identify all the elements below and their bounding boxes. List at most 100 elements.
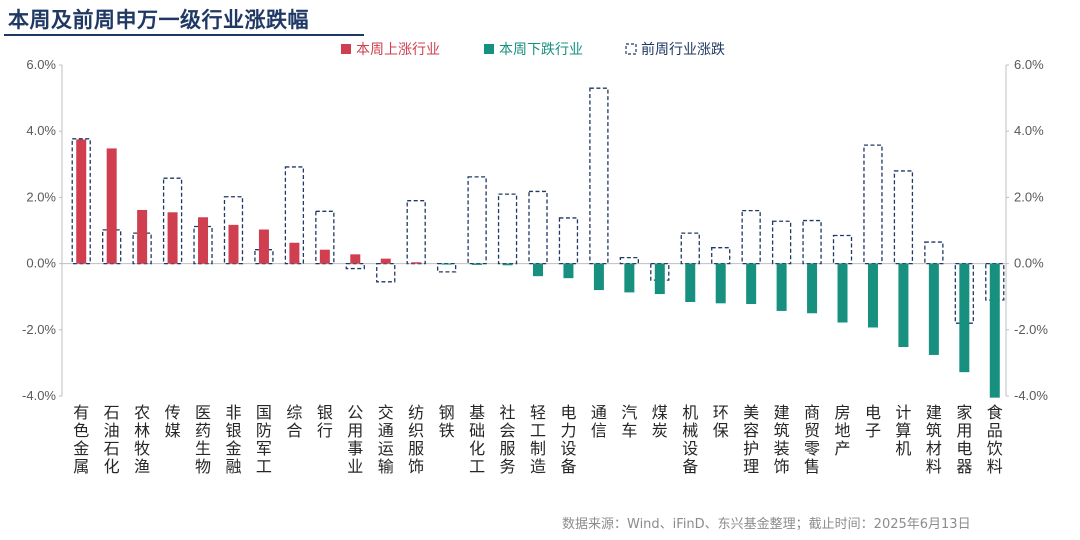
- axes-layer: -4.0% -4.0% -2.0% -2.0% 0.0% 0.0% 2.0% 2.0% 4.0%…: [22, 57, 1048, 403]
- category-label: 环保: [713, 403, 729, 440]
- prev-week-bar: [467, 176, 487, 265]
- this-week-bar: [837, 263, 848, 323]
- this-week-bar: [685, 263, 696, 302]
- this-week-bar: [502, 263, 513, 266]
- prev-week-bar: [863, 144, 883, 265]
- left-tick-label: 0.0%: [26, 256, 56, 271]
- this-week-bar: [441, 263, 452, 265]
- this-week-bar: [167, 212, 178, 264]
- this-week-bar: [289, 242, 300, 264]
- prev-week-bar: [711, 247, 731, 265]
- this-week-bar: [989, 263, 1000, 398]
- this-week-bar: [411, 262, 422, 264]
- category-label: 有色金属: [73, 403, 89, 476]
- legend-label-up: 本周上涨行业: [356, 42, 440, 58]
- category-label: 电子: [865, 403, 881, 440]
- prev-week-bar: [619, 256, 640, 265]
- prev-week-bar: [558, 217, 579, 265]
- prev-week-bar: [497, 193, 518, 265]
- legend-swatch-up: [341, 44, 351, 54]
- prev-week-bar: [406, 200, 426, 265]
- right-tick-label: 6.0%: [1014, 57, 1044, 72]
- source-note: 数据来源：Wind、iFinD、东兴基金整理；截止时间：2025年6月13日: [562, 517, 971, 532]
- left-tick-label: 6.0%: [26, 57, 56, 72]
- this-week-bar: [533, 263, 543, 277]
- this-week-bar: [319, 249, 330, 264]
- prev-week-bar: [436, 262, 457, 273]
- this-week-bar: [350, 254, 361, 264]
- category-label: 银行: [317, 403, 333, 440]
- this-week-bar: [776, 263, 787, 311]
- chart-title: 本周及前周申万一级行业涨跌幅: [8, 8, 309, 32]
- left-tick-label: -4.0%: [22, 388, 56, 403]
- category-label: 石油石化: [104, 403, 120, 476]
- legend-label-prev: 前周行业涨跌: [641, 41, 725, 58]
- category-label: 美容护理: [743, 403, 759, 476]
- category-label: 钢铁: [439, 403, 455, 440]
- this-week-bar: [106, 148, 117, 264]
- category-label: 交通运输: [378, 403, 394, 476]
- category-label: 公用事业: [347, 403, 363, 476]
- category-label: 汽车: [621, 403, 637, 440]
- category-label: 纺织服饰: [408, 403, 424, 476]
- category-label: 房地产: [835, 403, 851, 458]
- prev-week-bar: [771, 220, 792, 265]
- this-week-bar: [380, 258, 391, 264]
- right-tick-label: -4.0%: [1014, 388, 1048, 403]
- this-week-bar: [959, 263, 970, 373]
- this-week-bar: [472, 263, 483, 265]
- category-label: 家用电器: [956, 403, 972, 476]
- right-tick-label: -2.0%: [1014, 322, 1048, 337]
- prev-week-bar: [345, 262, 365, 270]
- this-week-bar: [228, 224, 239, 264]
- this-week-bar: [563, 263, 574, 279]
- this-week-bar: [76, 139, 87, 264]
- right-tick-label: 4.0%: [1014, 123, 1044, 138]
- category-label: 轻工制造: [530, 403, 546, 476]
- prev-week-bar: [802, 219, 822, 265]
- category-label: 通信: [591, 403, 607, 440]
- this-week-bar: [715, 263, 726, 304]
- right-tick-label: 0.0%: [1014, 256, 1044, 271]
- prev-week-bar: [589, 87, 609, 265]
- category-label: 电力设备: [560, 403, 576, 476]
- title-underline: [4, 34, 364, 36]
- this-week-bar: [198, 217, 209, 264]
- category-labels: 有色金属石油石化农林牧渔传媒医药生物非银金融国防军工综合银行公用事业交通运输纺织…: [73, 403, 1003, 476]
- category-label: 非银金融: [225, 403, 241, 476]
- prev-week-bar: [893, 170, 914, 265]
- prev-week-bar: [924, 241, 944, 265]
- category-label: 计算机: [895, 403, 911, 458]
- this-week-bar: [898, 263, 909, 348]
- category-label: 机械设备: [682, 403, 698, 476]
- category-label: 社会服务: [500, 403, 516, 476]
- category-label: 医药生物: [195, 403, 211, 476]
- category-label: 食品饮料: [987, 403, 1003, 476]
- this-week-bar: [746, 263, 757, 304]
- category-label: 基础化工: [469, 403, 485, 476]
- this-week-bar: [258, 229, 269, 264]
- prev-week-bars: [71, 87, 1005, 324]
- this-week-bars: [76, 139, 1000, 398]
- category-label: 综合: [286, 403, 302, 440]
- legend-swatch-prev: [625, 43, 637, 55]
- legend: 本周上涨行业 本周下跌行业 前周行业涨跌: [341, 41, 725, 58]
- prev-week-bar: [680, 232, 700, 265]
- category-label: 传媒: [165, 403, 181, 440]
- right-tick-label: 2.0%: [1014, 189, 1044, 204]
- prev-week-bar: [832, 234, 853, 265]
- category-label: 农林牧渔: [134, 403, 150, 476]
- this-week-bar: [624, 263, 635, 293]
- left-tick-label: 2.0%: [26, 189, 56, 204]
- legend-label-down: 本周下跌行业: [499, 42, 583, 58]
- category-label: 建筑材料: [926, 403, 942, 476]
- prev-week-bar: [741, 209, 761, 265]
- left-tick-label: 4.0%: [26, 123, 56, 138]
- category-label: 商贸零售: [804, 403, 820, 476]
- prev-week-bar: [528, 190, 548, 265]
- this-week-bar: [593, 263, 604, 291]
- this-week-bar: [928, 263, 939, 355]
- category-label: 建筑装饰: [774, 403, 790, 476]
- this-week-bar: [654, 263, 665, 295]
